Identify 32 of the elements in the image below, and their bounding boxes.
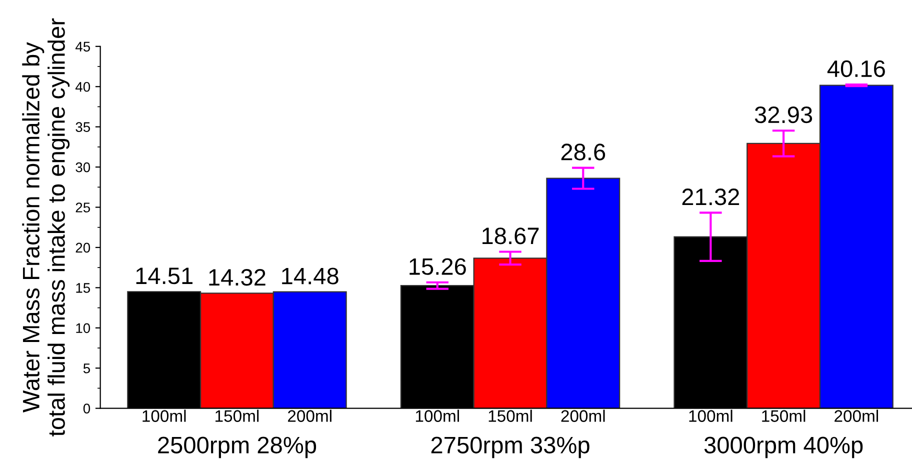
data-label: 40.16 xyxy=(827,60,885,78)
y-tick-label: 40 xyxy=(75,82,90,92)
text: 200ml xyxy=(561,410,605,422)
text: 200ml xyxy=(834,410,878,422)
text: 100ml xyxy=(689,410,732,422)
y-tick-label: 5 xyxy=(83,364,90,374)
x-tick-label: 3000rpm 40%p xyxy=(704,436,863,458)
series-label: 100ml xyxy=(142,410,186,422)
data-label: 32.93 xyxy=(754,106,812,124)
text: 100ml xyxy=(416,410,459,422)
data-label: 14.51 xyxy=(136,268,192,284)
y-tick-label: 20 xyxy=(76,242,90,253)
data-label: 15.26 xyxy=(410,258,466,275)
y-axis-title: Water Mass Fraction normalized by total fluid mass intake to engine cylinder xyxy=(22,18,70,436)
text: 150ml xyxy=(762,410,806,422)
series-label: 150ml xyxy=(216,410,259,422)
data-label: 14.48 xyxy=(282,268,338,284)
x-tick-label: 2750rpm 33%p xyxy=(431,436,590,458)
data-label: 21.32 xyxy=(682,188,740,206)
y-tick-label: 45 xyxy=(75,42,90,52)
series-label: 200ml xyxy=(288,410,332,422)
x-tick-label: 2500rpm 28%p xyxy=(158,436,316,458)
y-tick-label: 35 xyxy=(76,122,90,132)
y-tick-label: 30 xyxy=(76,162,90,172)
y-tick-label: 10 xyxy=(76,323,90,334)
data-label: 14.32 xyxy=(209,268,266,286)
y-tick-label: 0 xyxy=(83,404,90,414)
text: 150ml xyxy=(488,410,532,422)
data-label: 28.6 xyxy=(561,144,606,160)
data-label: 18.67 xyxy=(482,228,539,244)
y-tick-label: 25 xyxy=(76,202,90,212)
y-tick-label: 15 xyxy=(76,283,90,293)
